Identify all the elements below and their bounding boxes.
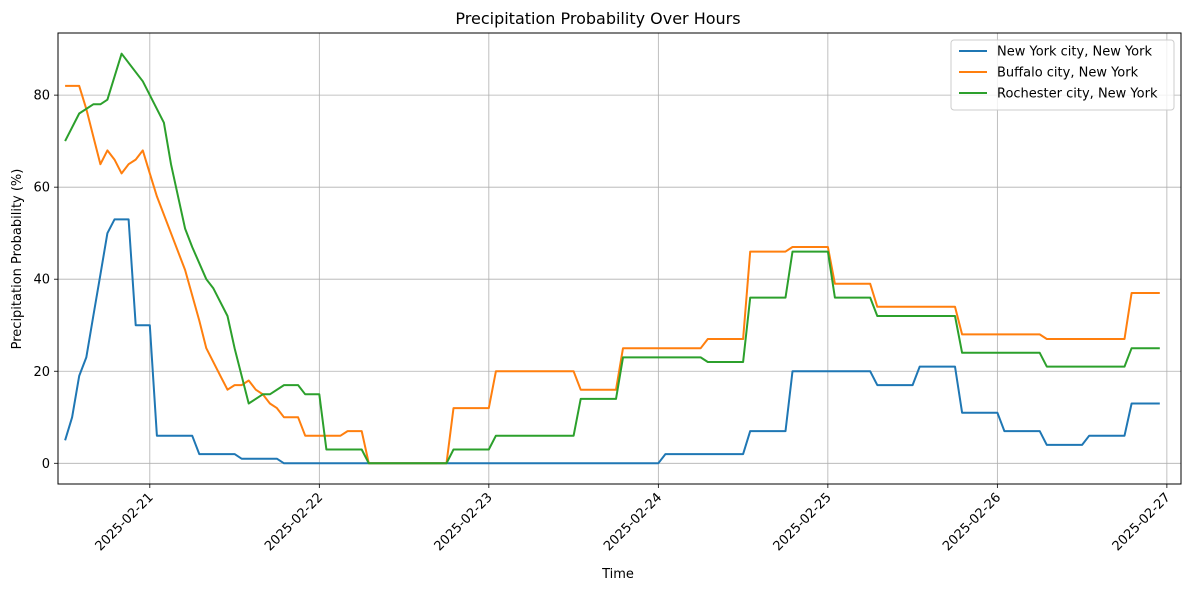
x-tick-label: 2025-02-22 — [262, 490, 326, 554]
legend-box — [950, 39, 1175, 111]
series-line-0 — [64, 218, 1160, 465]
legend-label: Rochester city, New York — [997, 87, 1158, 102]
x-tick-label: 2025-02-21 — [93, 490, 157, 554]
series-line-1 — [65, 84, 1160, 465]
y-axis-label: Precipitation Probability (%) — [10, 169, 25, 350]
y-tick-label: 60 — [33, 181, 50, 196]
y-axis-ticks: 0 20 40 60 80 — [33, 89, 58, 472]
legend: New York city, New York Buffalo city, New… — [950, 39, 1175, 111]
y-tick-label: 20 — [33, 365, 50, 380]
x-tick-label: 2025-02-27 — [1110, 490, 1174, 554]
x-axis-label: Time — [601, 567, 634, 582]
series-line-2 — [64, 52, 1160, 465]
legend-label: New York city, New York — [997, 45, 1152, 60]
x-tick-label: 2025-02-24 — [601, 490, 665, 554]
x-axis-ticks: 2025-02-21 2025-02-22 2025-02-23 2025-02-24… — [93, 484, 1174, 554]
chart-title: Precipitation Probability Over Hours — [455, 9, 740, 28]
x-tick-label: 2025-02-23 — [432, 490, 496, 554]
y-tick-label: 40 — [33, 273, 50, 288]
y-tick-label: 80 — [33, 89, 50, 104]
series-lines — [64, 52, 1160, 465]
y-tick-label: 0 — [42, 457, 50, 472]
legend-label: Buffalo city, New York — [997, 66, 1139, 81]
x-tick-label: 2025-02-25 — [771, 490, 835, 554]
plot-frame — [57, 32, 1182, 485]
x-tick-label: 2025-02-26 — [940, 490, 1004, 554]
